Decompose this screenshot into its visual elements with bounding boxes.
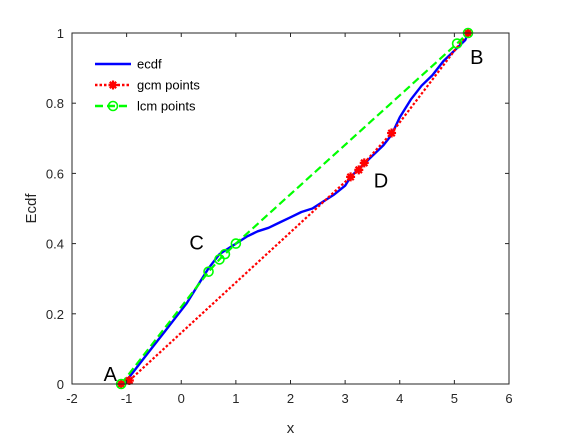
x-tick-label: 3: [342, 391, 349, 406]
point-annotation-D: D: [374, 170, 388, 192]
series-marker-lcm-points: [451, 38, 463, 49]
series-marker-lcm-points: [214, 254, 225, 265]
point-annotation-A: A: [104, 364, 118, 386]
y-tick-label: 0.4: [46, 237, 64, 252]
annotation-layer: A B C D: [104, 47, 484, 386]
y-tick-label: 1: [57, 26, 64, 41]
x-tick-label: 1: [232, 391, 239, 406]
tick-layer: -2 -1 0 1 2 3 4 5 6 0 0.2 0.4 0.6 0.8 1: [46, 26, 513, 406]
legend-marker-lcm-points: [107, 100, 119, 112]
series-line-ecdf: [120, 32, 470, 386]
x-tick-label: 5: [451, 391, 458, 406]
legend-label: lcm points: [137, 99, 196, 114]
y-tick-label: 0: [57, 377, 64, 392]
x-tick-label: 2: [287, 391, 294, 406]
series-marker-lcm-points: [219, 248, 231, 260]
series-marker-gcm-points: [354, 165, 364, 175]
legend-label: gcm points: [137, 78, 200, 93]
x-axis-label: x: [287, 420, 295, 437]
x-tick-label: -1: [121, 391, 133, 406]
series-marker-gcm-points: [387, 128, 397, 138]
series-marker-gcm-points: [346, 172, 356, 182]
series-marker-gcm-points: [359, 158, 369, 168]
point-annotation-B: B: [470, 47, 483, 69]
x-tick-label: -2: [66, 391, 78, 406]
legend-label: ecdf: [137, 57, 162, 72]
legend-marker-gcm-points: [108, 80, 118, 90]
x-tick-label: 0: [178, 391, 185, 406]
y-axis-label: Ecdf: [23, 193, 40, 224]
point-annotation-C: C: [189, 233, 203, 255]
series-marker-lcm-points: [230, 238, 242, 249]
series-marker-lcm-points: [203, 266, 214, 277]
y-tick-label: 0.6: [46, 166, 64, 181]
plot-area: [72, 33, 509, 384]
y-tick-label: 0.8: [46, 96, 64, 111]
x-tick-label: 6: [505, 391, 512, 406]
legend: ecdf gcm points lcm points: [95, 57, 200, 114]
y-tick-label: 0.2: [46, 307, 64, 322]
x-tick-label: 4: [396, 391, 403, 406]
series-marker-gcm-points: [124, 375, 134, 385]
